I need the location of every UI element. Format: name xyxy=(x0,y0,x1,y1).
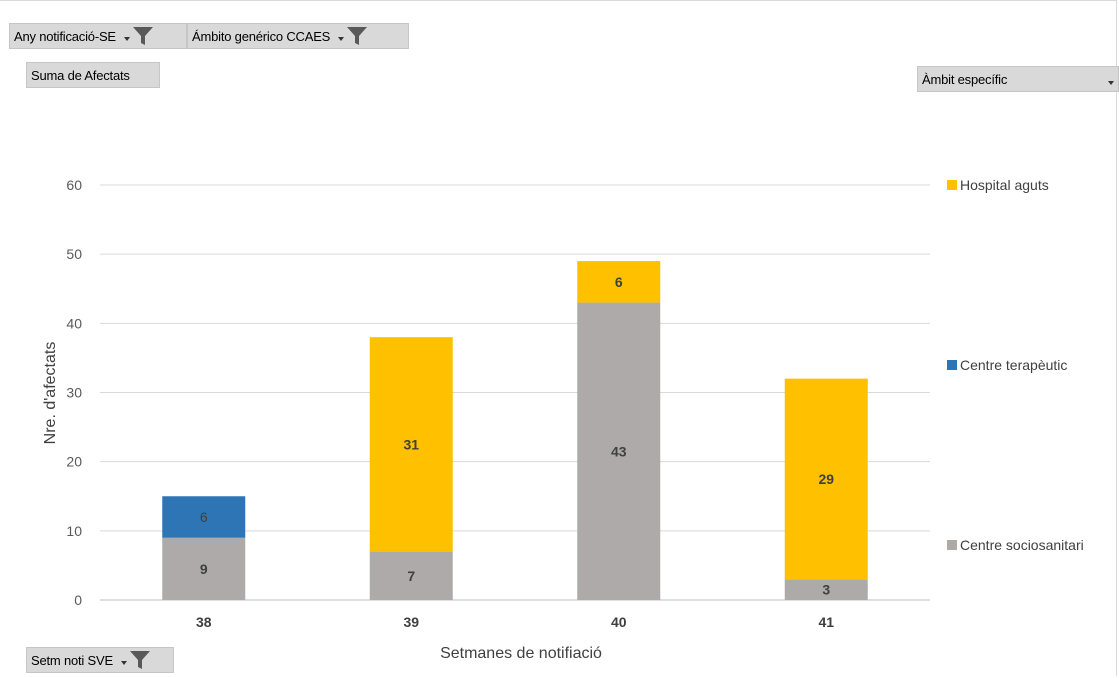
y-tick-label: 50 xyxy=(66,246,82,262)
y-tick-label: 20 xyxy=(66,454,82,470)
filter-funnel-icon xyxy=(129,651,150,669)
year-filter-label: Any notificació-SE xyxy=(14,28,116,44)
bar-segment xyxy=(162,496,246,538)
x-tick-label: 41 xyxy=(818,614,834,630)
scope-filter-button[interactable]: Ámbito genérico CCAES xyxy=(187,23,409,49)
bar-segment xyxy=(162,537,246,600)
week-filter-button[interactable]: Setm noti SVE xyxy=(26,647,174,673)
bar-segment xyxy=(784,579,868,600)
specific-scope-label: Àmbit específic xyxy=(922,71,1008,87)
data-label: 43 xyxy=(611,443,627,459)
x-tick-label: 38 xyxy=(196,614,212,630)
y-tick-label: 40 xyxy=(66,315,82,331)
y-tick-label: 60 xyxy=(66,177,82,193)
legend-label: Centre sociosanitari xyxy=(960,537,1084,553)
data-label: 6 xyxy=(200,509,208,525)
data-label: 7 xyxy=(407,568,415,584)
filter-funnel-icon xyxy=(347,27,368,45)
y-tick-label: 10 xyxy=(66,523,82,539)
data-label: 31 xyxy=(403,436,419,452)
data-label: 29 xyxy=(818,471,834,487)
bar-segment xyxy=(577,302,661,600)
dropdown-arrow-icon xyxy=(120,661,127,665)
legend-label: Centre terapèutic xyxy=(960,357,1067,373)
scope-filter-label: Ámbito genérico CCAES xyxy=(192,28,331,44)
legend-swatch xyxy=(947,180,957,190)
dropdown-arrow-icon xyxy=(123,37,130,41)
data-label: 9 xyxy=(200,561,208,577)
x-axis-categories: 38 39 40 41 xyxy=(196,614,834,630)
dropdown-arrow-icon xyxy=(1108,81,1114,85)
x-axis-title: Setmanes de notifiació xyxy=(440,645,602,662)
y-tick-label: 30 xyxy=(66,385,82,401)
data-label: 3 xyxy=(822,582,830,598)
specific-scope-button[interactable]: Àmbit específic xyxy=(917,66,1119,92)
values-field-label: Suma de Afectats xyxy=(31,67,130,83)
legend-swatch xyxy=(947,360,957,370)
x-tick-label: 40 xyxy=(611,614,627,630)
bars: 9 6 7 31 43 6 3 29 xyxy=(162,261,868,600)
y-axis-ticks: 0 10 20 30 40 50 60 xyxy=(66,177,82,608)
dropdown-arrow-icon xyxy=(338,37,345,41)
y-tick-label: 0 xyxy=(74,592,82,608)
x-tick-label: 39 xyxy=(403,614,419,630)
data-label: 6 xyxy=(615,274,623,290)
bar-segment xyxy=(577,261,661,303)
filter-funnel-icon xyxy=(132,27,153,45)
values-field-button[interactable]: Suma de Afectats xyxy=(26,62,160,88)
bar-segment xyxy=(784,378,868,580)
y-axis-title: Nre. d'afectats xyxy=(42,342,59,445)
bar-segment xyxy=(369,337,453,552)
legend-swatch xyxy=(947,540,957,550)
legend: Hospital aguts Centre terapèutic Centre so… xyxy=(947,177,1084,553)
year-filter-button[interactable]: Any notificació-SE xyxy=(9,23,187,49)
legend-label: Hospital aguts xyxy=(960,177,1049,193)
week-filter-label: Setm noti SVE xyxy=(31,652,113,668)
bar-segment xyxy=(369,551,453,600)
